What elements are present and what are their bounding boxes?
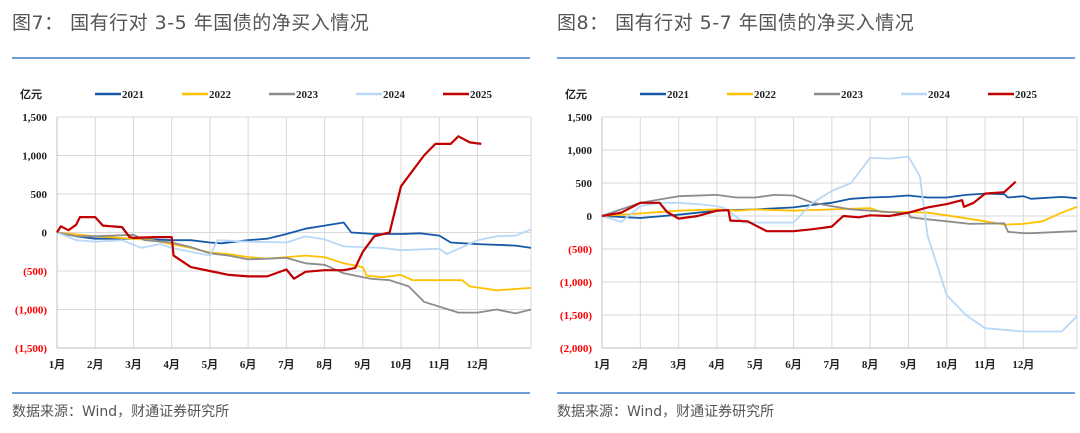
x-tick-label: 6月 [785,358,802,371]
x-tick-label: 5月 [202,358,219,371]
legend-label-2021: 2021 [667,89,689,101]
x-tick-label: 9月 [900,358,917,371]
y-tick-label: 1,000 [567,145,592,157]
y-tick-label: (2,000) [560,343,592,355]
figure-7-title: 图7： 国有行对 3-5 年国债的净买入情况 [12,12,370,34]
figure-7-chart: 1,500 1,000 500 0 (500) (1,000) (1,500)1月 2月 3月 4… [15,87,532,371]
figure-8-chart: 1,500 1,000 500 0 (500) (1,000) (1,500) (2,000)… [560,87,1078,371]
legend-label-2024: 2024 [928,89,951,101]
legend-label-2022: 2022 [754,89,777,101]
x-tick-label: 4月 [709,358,726,371]
figure-8-title: 图8： 国有行对 5-7 年国债的净买入情况 [557,12,915,34]
legend-label-2025: 2025 [1015,89,1038,101]
series-line-2025 [601,180,1017,233]
bottom-divider [557,392,1075,394]
y-tick-label: 500 [31,189,48,201]
y-tick-label: (1,000) [15,305,47,317]
bottom-divider [12,392,530,394]
figure-8-panel: 图8： 国有行对 5-7 年国债的净买入情况 1,500 1,000 500 0 (50… [545,0,1078,433]
x-tick-label: 3月 [670,358,687,371]
source-note: 数据来源：Wind，财通证券研究所 [557,404,775,420]
source-note: 数据来源：Wind，财通证券研究所 [12,404,230,420]
y-tick-label: 1,500 [567,112,592,124]
x-tick-label: 12月 [1012,358,1034,371]
x-tick-label: 1月 [594,358,611,371]
y-axis-unit: 亿元 [565,87,587,101]
figure-7-panel: 图7： 国有行对 3-5 年国债的净买入情况 1,500 1,000 500 0 (50… [0,0,532,433]
series-line-2024 [601,155,1078,333]
y-tick-label: (500) [568,244,592,256]
x-tick-label: 10月 [936,358,958,371]
x-tick-label: 11月 [974,358,995,371]
x-tick-label: 12月 [466,358,488,371]
x-tick-label: 8月 [862,358,879,371]
series-line-2022 [56,231,532,292]
top-divider [12,57,530,59]
y-tick-label: (500) [23,266,47,278]
y-axis-unit: 亿元 [20,87,42,101]
x-tick-label: 7月 [278,358,295,371]
series-line-2025 [56,135,482,280]
x-tick-label: 2月 [87,358,104,371]
y-tick-label: (1,000) [560,277,592,289]
x-tick-label: 3月 [125,358,142,371]
x-tick-label: 10月 [390,358,412,371]
legend-label-2023: 2023 [296,89,319,101]
y-tick-label: (1,500) [15,343,47,355]
y-tick-label: 0 [42,228,48,240]
y-tick-label: 1,500 [22,112,47,124]
series-line-2023 [601,194,1078,235]
x-tick-label: 6月 [240,358,257,371]
series-line-2024 [56,228,532,257]
series-line-2023 [56,231,532,315]
legend-label-2025: 2025 [470,89,493,101]
y-tick-label: 500 [576,178,593,190]
x-tick-label: 11月 [429,358,450,371]
legend-label-2024: 2024 [383,89,406,101]
x-tick-label: 8月 [316,358,333,371]
top-divider [557,57,1075,59]
y-tick-label: 1,000 [22,151,47,163]
series-line-2021 [56,221,532,249]
legend-label-2023: 2023 [841,89,864,101]
x-tick-label: 5月 [747,358,764,371]
x-tick-label: 4月 [163,358,180,371]
legend-label-2022: 2022 [209,89,232,101]
x-tick-label: 9月 [355,358,372,371]
y-tick-label: (1,500) [560,310,592,322]
x-tick-label: 7月 [824,358,841,371]
legend-label-2021: 2021 [122,89,144,101]
y-tick-label: 0 [587,211,593,223]
x-tick-label: 1月 [49,358,66,371]
x-tick-label: 2月 [632,358,649,371]
